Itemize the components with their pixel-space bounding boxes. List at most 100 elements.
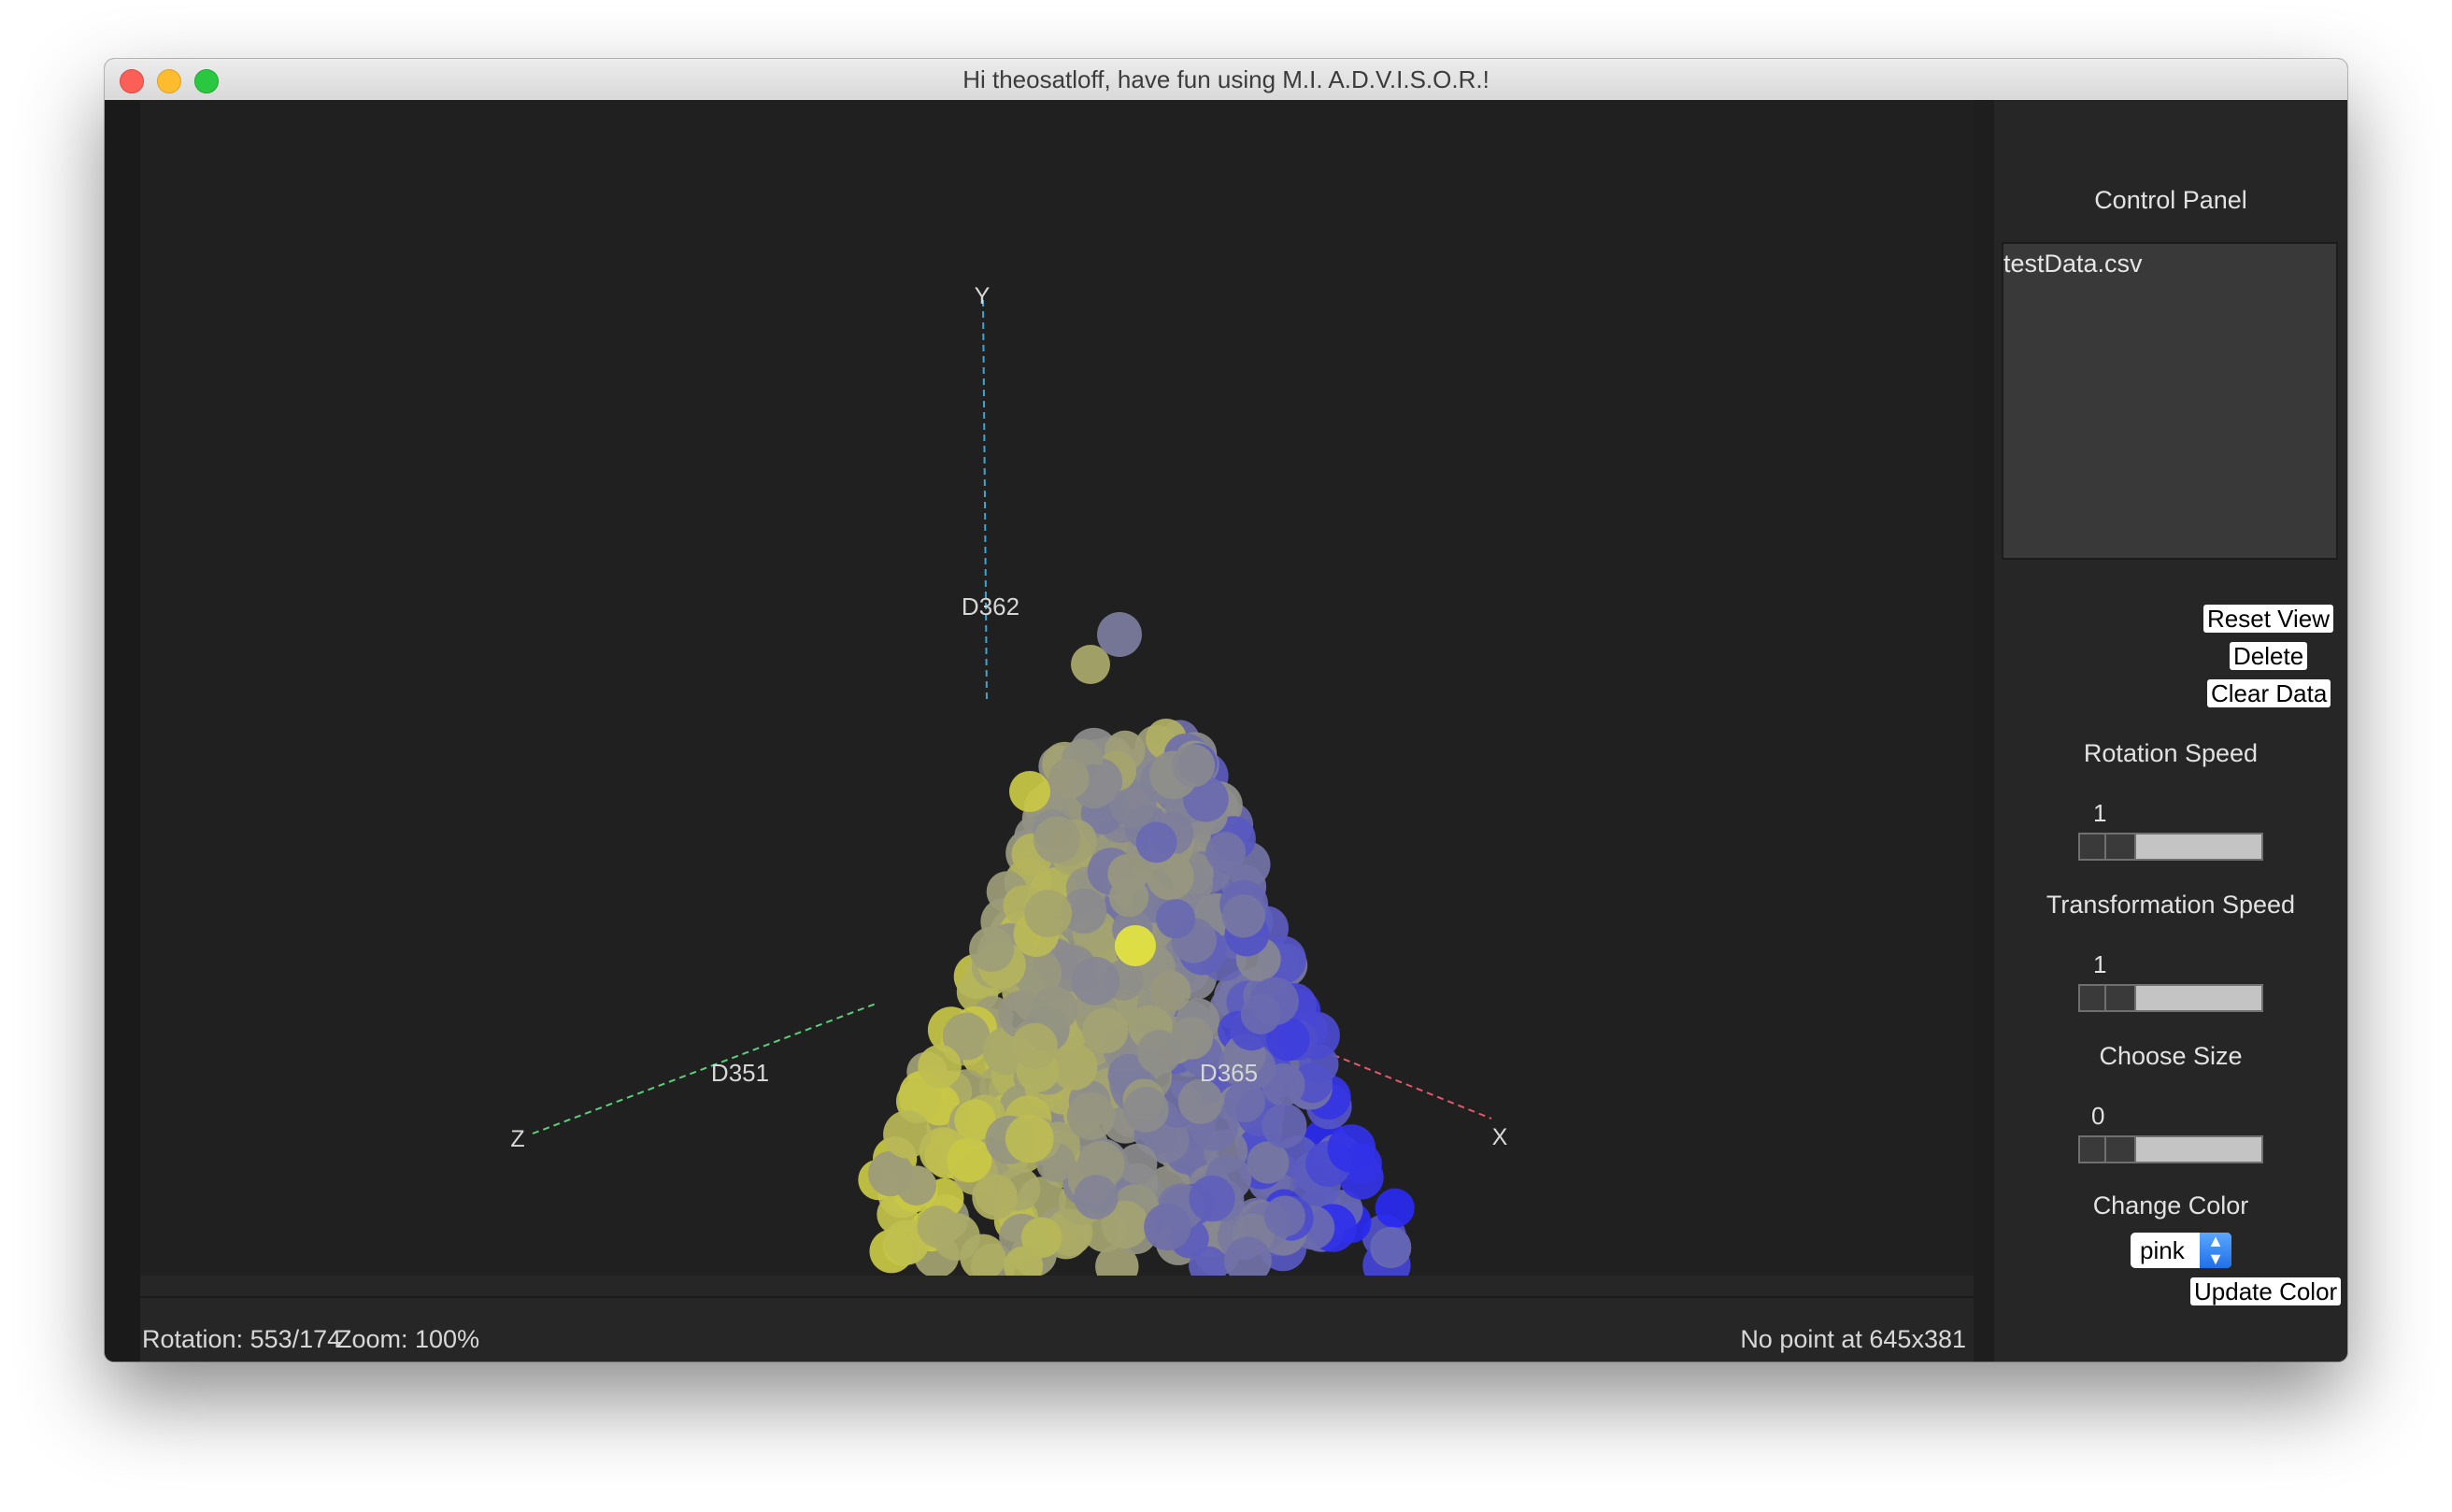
- data-point[interactable]: [1189, 1175, 1235, 1222]
- data-point[interactable]: [1262, 1103, 1307, 1148]
- window-title: Hi theosatloff, have fun using M.I. A.D.…: [962, 65, 1490, 93]
- maximize-window-button[interactable]: [194, 69, 219, 93]
- choose-size-slider-handle[interactable]: [2080, 1137, 2136, 1162]
- color-select-value: pink: [2140, 1236, 2185, 1264]
- data-point[interactable]: [1050, 1043, 1098, 1091]
- file-list[interactable]: testData.csv: [2002, 242, 2338, 560]
- data-point[interactable]: [1144, 1203, 1191, 1251]
- data-point[interactable]: [1177, 1078, 1223, 1124]
- data-point[interactable]: [1101, 1201, 1149, 1248]
- update-color-button[interactable]: Update Color: [2190, 1277, 2342, 1305]
- data-point[interactable]: [1061, 888, 1107, 934]
- choose-size-value: 0: [2091, 1102, 2105, 1130]
- data-point[interactable]: [1074, 1175, 1119, 1220]
- data-point[interactable]: [1117, 1143, 1158, 1184]
- x-axis-label: X: [1492, 1124, 1508, 1150]
- rotation-speed-slider[interactable]: [2078, 833, 2263, 861]
- transformation-speed-slider-handle[interactable]: [2080, 986, 2136, 1010]
- data-point[interactable]: [954, 1099, 996, 1141]
- x-dimension-label: D365: [1200, 1059, 1258, 1087]
- canvas-divider: [140, 1296, 1974, 1298]
- control-panel-title: Control Panel: [2094, 186, 2247, 214]
- data-point[interactable]: [1266, 1018, 1310, 1062]
- y-axis-label: Y: [975, 283, 991, 309]
- data-points[interactable]: [858, 612, 1415, 1277]
- data-point[interactable]: [1011, 1022, 1058, 1069]
- data-point[interactable]: [1123, 1087, 1169, 1133]
- data-point[interactable]: [1183, 777, 1229, 822]
- data-point[interactable]: [1156, 899, 1196, 939]
- data-point[interactable]: [1247, 1141, 1290, 1184]
- data-point[interactable]: [1066, 1091, 1116, 1140]
- transformation-speed-slider[interactable]: [2078, 984, 2263, 1012]
- control-panel: Control Panel testData.csv Reset View De…: [1994, 100, 2347, 1362]
- chevron-up-down-icon[interactable]: ▲ ▼: [2200, 1233, 2231, 1268]
- data-point[interactable]: [1371, 1226, 1411, 1267]
- data-point[interactable]: [883, 1110, 932, 1159]
- data-point[interactable]: [1224, 1081, 1266, 1122]
- data-point[interactable]: [1263, 1195, 1305, 1237]
- data-point[interactable]: [1375, 1188, 1415, 1228]
- file-list-item[interactable]: testData.csv: [2003, 250, 2143, 278]
- title-bar: Hi theosatloff, have fun using M.I. A.D.…: [105, 59, 2347, 101]
- data-point[interactable]: [1221, 894, 1265, 938]
- data-point[interactable]: [918, 1045, 962, 1089]
- data-point[interactable]: [1048, 758, 1090, 800]
- data-point[interactable]: [1136, 1030, 1182, 1075]
- data-point[interactable]: [1135, 821, 1177, 863]
- status-bar: Rotation: 553/174 Zoom: 100% No point at…: [140, 1317, 1974, 1362]
- data-point[interactable]: [1071, 956, 1120, 1006]
- data-point[interactable]: [1020, 1217, 1062, 1259]
- scatter-plot-canvas[interactable]: Y Z X D362 D351 D365: [140, 100, 1974, 1276]
- data-point[interactable]: [896, 1165, 937, 1205]
- z-dimension-label: D351: [711, 1059, 769, 1087]
- data-point[interactable]: [972, 1174, 1018, 1220]
- panel-splitter[interactable]: [1974, 100, 1994, 1362]
- rotation-speed-value: 1: [2093, 799, 2107, 827]
- zoom-status: Zoom: 100%: [336, 1325, 480, 1353]
- data-point[interactable]: [969, 926, 1015, 972]
- data-point[interactable]: [1327, 1124, 1376, 1173]
- choose-size-label: Choose Size: [2099, 1042, 2243, 1070]
- data-point[interactable]: [1009, 771, 1050, 812]
- rotation-speed-slider-handle[interactable]: [2080, 834, 2136, 859]
- clear-data-button[interactable]: Clear Data: [2207, 679, 2331, 707]
- data-point[interactable]: [1032, 986, 1078, 1033]
- data-point[interactable]: [1024, 890, 1073, 937]
- data-point[interactable]: [942, 1012, 991, 1061]
- data-point[interactable]: [917, 1205, 961, 1248]
- data-point[interactable]: [1082, 1007, 1129, 1054]
- minimize-window-button[interactable]: [157, 69, 181, 93]
- color-select[interactable]: pink ▲ ▼: [2131, 1233, 2231, 1268]
- data-point[interactable]: [1240, 993, 1281, 1034]
- z-axis-line: [532, 1002, 879, 1134]
- data-point[interactable]: [1205, 832, 1247, 873]
- data-point[interactable]: [1071, 645, 1110, 684]
- scatter-plot-3d[interactable]: Y Z X D362 D351 D365: [140, 100, 1974, 1276]
- data-point[interactable]: [1004, 1246, 1044, 1276]
- data-point[interactable]: [1108, 779, 1157, 828]
- reset-view-button[interactable]: Reset View: [2203, 605, 2334, 633]
- data-point[interactable]: [1146, 852, 1194, 901]
- transformation-speed-value: 1: [2093, 950, 2107, 978]
- data-point[interactable]: [1224, 1236, 1272, 1277]
- data-point[interactable]: [1005, 1114, 1054, 1163]
- data-point[interactable]: [1034, 816, 1081, 863]
- left-gutter: [105, 100, 140, 1362]
- data-point[interactable]: [1097, 612, 1142, 657]
- app-window: Hi theosatloff, have fun using M.I. A.D.…: [105, 59, 2347, 1362]
- data-point[interactable]: [947, 1137, 992, 1183]
- change-color-label: Change Color: [2092, 1191, 2249, 1220]
- data-point[interactable]: [1115, 925, 1156, 966]
- y-dimension-label: D362: [962, 592, 1019, 620]
- rotation-speed-label: Rotation Speed: [2083, 739, 2259, 767]
- close-window-button[interactable]: [120, 69, 144, 93]
- delete-button[interactable]: Delete: [2230, 642, 2308, 670]
- data-point[interactable]: [1095, 1245, 1139, 1276]
- data-point[interactable]: [1172, 744, 1216, 788]
- choose-size-slider[interactable]: [2078, 1135, 2263, 1163]
- data-point[interactable]: [1108, 877, 1149, 918]
- data-point[interactable]: [1149, 970, 1191, 1012]
- z-axis-label: Z: [510, 1126, 524, 1152]
- point-info-status: No point at 645x381: [1740, 1325, 1966, 1353]
